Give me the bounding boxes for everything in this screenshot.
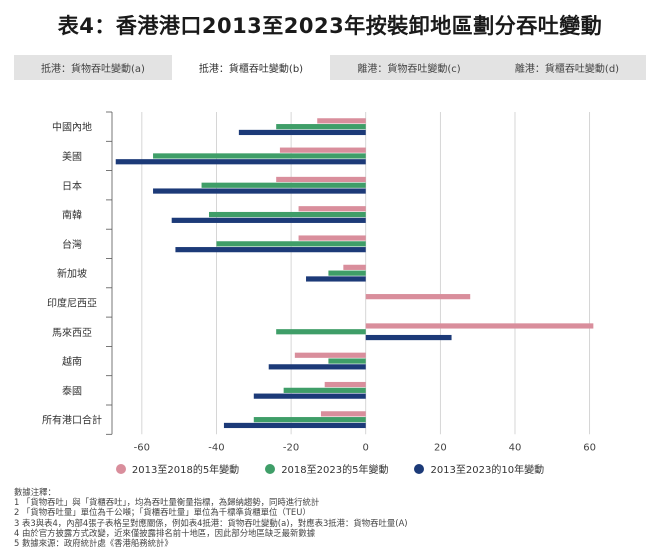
bar-2	[276, 124, 366, 130]
bar-2	[283, 387, 366, 393]
legend-swatch	[115, 463, 126, 474]
bar-1	[279, 147, 366, 153]
bar-2	[153, 153, 366, 159]
bar-3	[171, 217, 366, 223]
legend-label: 2013至2018的5年變動	[131, 465, 240, 476]
x-tick-label: -40	[208, 442, 224, 453]
x-tick-label: 40	[509, 442, 522, 453]
category-label: 馬來西亞	[52, 327, 92, 339]
data-notes: 數據注釋： 1 「貨物吞吐」與「貨櫃吞吐」，均為吞吐量衡量指標，為歸納趨勢，同時…	[14, 487, 654, 548]
legend-item-2018-2023[interactable]: 2018至2023的5年變動	[265, 461, 388, 476]
bar-1	[294, 352, 366, 358]
bar-1	[324, 381, 366, 388]
category-label: 南韓	[62, 209, 82, 222]
bar-1	[320, 411, 366, 417]
tab-departure-cargo[interactable]: 離港：貨物吞吐變動(c)	[357, 64, 461, 75]
chart-tabs: 抵港：貨物吞吐變動(a) 抵港：貨櫃吞吐變動(b) 離港：貨物吞吐變動(c) 離…	[14, 55, 646, 80]
note-line: 1 「貨物吞吐」與「貨櫃吞吐」，均為吞吐量衡量指標，為歸納趨勢，同時進行統計	[14, 497, 320, 508]
bar-2	[276, 329, 366, 335]
tab-departure-container[interactable]: 離港：貨櫃吞吐變動(d)	[514, 64, 620, 75]
bar-1	[298, 206, 366, 212]
legend-label: 2018至2023的5年變動	[281, 465, 389, 476]
bar-3	[238, 129, 366, 136]
note-line: 5 數據來源：政府統計處《香港船務統計》	[14, 538, 173, 549]
legend-swatch	[414, 463, 425, 474]
category-label: 所有港口合計	[42, 414, 102, 427]
bar-2	[201, 182, 366, 188]
note-line: 3 表3與表4，內部4張子表格呈對應關係，例如表4抵港：貨物吞吐變動(a)，對應…	[14, 517, 408, 528]
legend-label: 2013至2023的10年變動	[430, 465, 545, 476]
x-tick-label: -20	[283, 442, 299, 453]
bar-3	[223, 422, 366, 429]
tab-arrival-container[interactable]: 抵港：貨櫃吞吐變動(b)	[172, 55, 330, 80]
bar-1	[276, 176, 366, 183]
page-title: 表4：香港港口2013至2023年按裝卸地區劃分吞吐變動	[57, 14, 603, 38]
bar-1	[317, 118, 366, 124]
x-tick-label: 60	[583, 442, 596, 453]
legend-swatch	[265, 463, 276, 474]
category-label: 台灣	[62, 238, 82, 251]
bar-1	[343, 264, 366, 270]
bar-3	[153, 188, 366, 194]
category-label: 中國內地	[52, 121, 92, 134]
bar-3	[365, 334, 452, 341]
legend-item-2013-2018[interactable]: 2013至2018的5年變動	[115, 461, 240, 476]
bar-3	[175, 247, 366, 253]
bar-2	[253, 417, 366, 423]
bar-3	[253, 393, 366, 399]
bar-2	[216, 241, 366, 247]
x-tick-label: -60	[134, 442, 150, 453]
bar-1	[298, 235, 366, 241]
category-label: 泰國	[62, 384, 82, 397]
tab-arrival-cargo[interactable]: 抵港：貨物吞吐變動(a)	[41, 64, 145, 75]
note-line: 2 「貨物吞吐量」單位為千公噸；「貨櫃吞吐量」單位為千標準貨櫃單位（TEU）	[14, 507, 311, 518]
x-tick-label: 0	[363, 442, 369, 453]
category-label: 新加坡	[57, 267, 87, 280]
bar-2	[209, 211, 366, 218]
category-label: 越南	[62, 355, 82, 368]
bar-2	[328, 270, 366, 276]
notes-heading: 數據注釋：	[14, 487, 56, 497]
bar-2	[328, 358, 366, 364]
bar-3	[115, 159, 366, 165]
bar-1	[365, 323, 594, 329]
bar-3	[306, 276, 366, 282]
x-tick-label: 20	[434, 442, 447, 453]
category-label: 印度尼西亞	[47, 296, 97, 309]
bar-1	[365, 294, 471, 300]
bar-chart: -60 -40 -20 0 20 40 60 中國內地美國日本南韓台灣新加坡印度尼西亞馬來西亞…	[42, 111, 596, 453]
legend-item-2013-2023[interactable]: 2013至2023的10年變動	[414, 461, 544, 476]
bar-3	[268, 364, 366, 370]
category-label: 日本	[62, 179, 82, 192]
chart-legend: 2013至2018的5年變動 2018至2023的5年變動 2013至2023的…	[0, 461, 660, 476]
note-line: 4 由於官方披露方式改變，近來僅披露排名前十地區，因此部分地區缺乏最新數據	[14, 527, 316, 538]
category-label: 美國	[62, 150, 82, 163]
